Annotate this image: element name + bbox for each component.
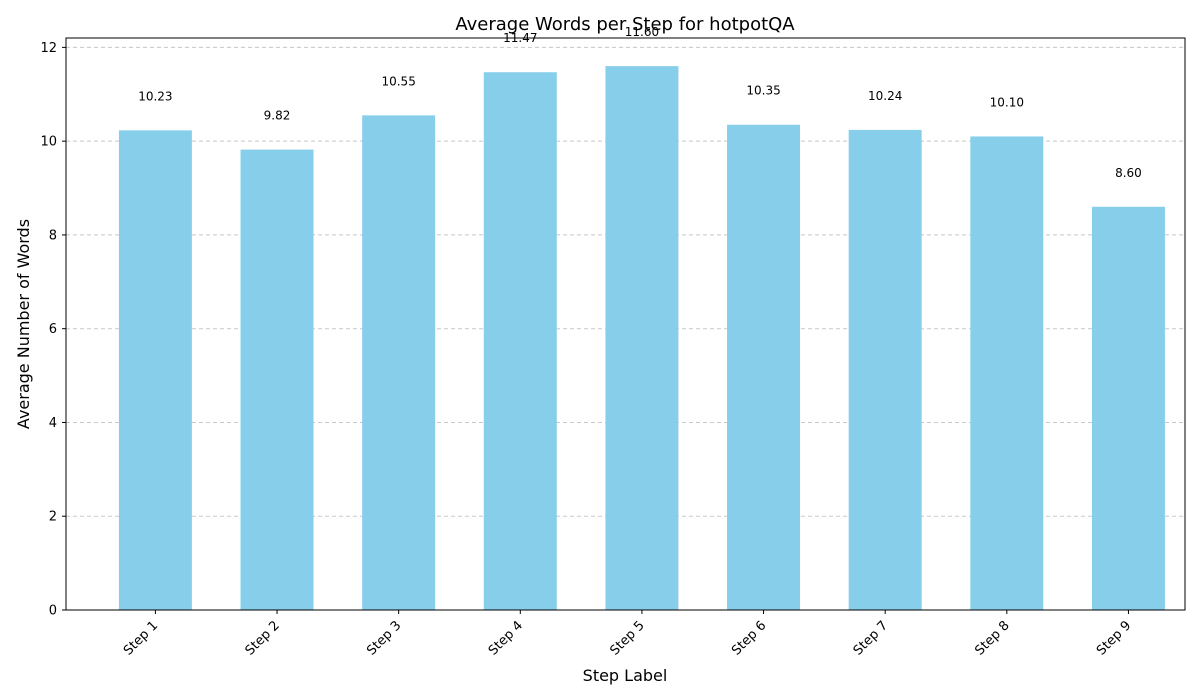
x-tick-label: Step 5 bbox=[607, 618, 647, 658]
bar bbox=[240, 149, 314, 610]
bar-value-label: 10.23 bbox=[138, 89, 172, 103]
y-tick-label: 4 bbox=[49, 416, 57, 431]
y-tick-label: 6 bbox=[49, 322, 57, 337]
plot-area-border bbox=[65, 37, 1186, 611]
bar-value-label: 8.60 bbox=[1115, 166, 1142, 180]
bar bbox=[727, 124, 801, 610]
bar-value-label: 10.55 bbox=[381, 74, 415, 88]
y-tick-label: 0 bbox=[49, 604, 57, 619]
bar bbox=[362, 115, 436, 610]
bar bbox=[848, 129, 922, 610]
x-tick-label: Step 1 bbox=[121, 618, 161, 658]
y-tick-label: 12 bbox=[40, 41, 57, 56]
y-axis-label: Average Number of Words bbox=[14, 219, 33, 429]
x-tick-label: Step 9 bbox=[1094, 618, 1134, 658]
plot-frame bbox=[65, 37, 1186, 611]
bar bbox=[1091, 206, 1165, 611]
bar bbox=[605, 66, 679, 610]
bar-value-label: 10.10 bbox=[990, 95, 1024, 109]
x-axis-ticks: Step 1 Step 2 Step 3 Step 4 Step 5 Step 6 Step… bbox=[121, 610, 1134, 659]
x-tick-label: Step 2 bbox=[243, 618, 283, 658]
bar bbox=[118, 130, 192, 610]
bar-value-label: 9.82 bbox=[264, 109, 291, 123]
x-tick-label: Step 3 bbox=[364, 618, 404, 658]
bar-value-label: 10.24 bbox=[868, 89, 902, 103]
x-tick-label: Step 7 bbox=[851, 618, 891, 658]
y-tick-label: 2 bbox=[49, 510, 57, 525]
x-tick-label: Step 8 bbox=[972, 618, 1012, 658]
y-tick-label: 10 bbox=[40, 135, 57, 150]
bar bbox=[483, 72, 557, 611]
bars bbox=[118, 66, 1165, 611]
x-axis-label: Step Label bbox=[583, 666, 668, 685]
x-tick-label: Step 4 bbox=[486, 618, 526, 658]
x-tick-label: Step 6 bbox=[729, 618, 769, 658]
chart-title: Average Words per Step for hotpotQA bbox=[455, 14, 795, 35]
bar bbox=[970, 136, 1044, 610]
bar-value-label: 10.35 bbox=[746, 84, 780, 98]
bar-value-label: 11.60 bbox=[625, 25, 659, 39]
y-axis-ticks: 0 2 4 6 8 10 12 bbox=[40, 41, 66, 619]
y-tick-label: 8 bbox=[49, 228, 57, 243]
